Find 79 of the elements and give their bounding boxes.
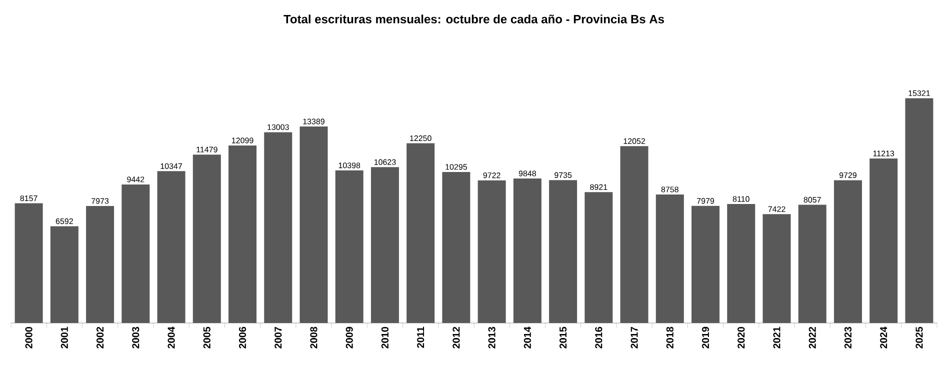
bar — [620, 146, 648, 323]
data-label: 10623 — [374, 159, 396, 165]
data-label: 9722 — [483, 172, 500, 178]
data-label: 9848 — [518, 170, 536, 176]
data-label: 8057 — [804, 196, 821, 203]
x-tick-label: 2016 — [595, 326, 602, 348]
x-tick-label: 2015 — [560, 326, 567, 348]
x-tick-label: 2023 — [844, 326, 852, 348]
x-tick-label: 2014 — [524, 326, 531, 348]
x-tick-label: 2010 — [381, 326, 389, 348]
x-tick-label: 2019 — [702, 326, 710, 348]
x-tick-label: 2011 — [417, 326, 424, 348]
bar — [478, 180, 506, 323]
x-tick-label: 2003 — [132, 326, 140, 348]
data-label: 15321 — [908, 90, 930, 96]
bar — [870, 158, 898, 323]
bar — [549, 180, 578, 323]
x-tick-label: 2013 — [488, 326, 496, 348]
bar — [442, 172, 470, 323]
bar — [335, 170, 364, 323]
data-label: 13389 — [303, 118, 324, 124]
bar — [264, 132, 292, 323]
data-label: 11479 — [196, 146, 218, 152]
data-label: 12099 — [232, 138, 254, 144]
x-tick-label: 2024 — [880, 326, 888, 348]
bar — [300, 126, 328, 323]
bar — [692, 206, 720, 323]
data-label: 10295 — [446, 164, 467, 170]
bar — [192, 154, 221, 323]
bar — [656, 194, 684, 323]
data-label: 12052 — [624, 138, 645, 144]
x-tick-label: 2009 — [346, 326, 353, 348]
data-label: 8758 — [661, 186, 678, 192]
x-tick-label: 2008 — [310, 326, 318, 348]
bar — [50, 226, 78, 323]
x-tick-label: 2012 — [452, 326, 460, 348]
bar — [513, 178, 542, 323]
x-tick-label: 2004 — [168, 326, 175, 348]
data-label: 6592 — [56, 218, 73, 224]
bar — [834, 180, 862, 323]
bar — [157, 171, 186, 323]
bar — [798, 204, 826, 323]
chart-title: Total escrituras mensuales: octubre de cada año - Provincia Bs As — [284, 14, 664, 24]
x-tick-label: 2018 — [666, 326, 674, 348]
data-label: 13003 — [268, 124, 289, 130]
x-tick-label: 2005 — [203, 326, 210, 348]
x-tick-label: 2000 — [25, 326, 32, 348]
data-label: 8110 — [732, 196, 750, 202]
bar — [370, 167, 399, 323]
bar — [584, 192, 613, 323]
x-tick-label: 2025 — [916, 326, 923, 348]
x-tick-label: 2001 — [60, 326, 68, 348]
x-tick-label: 2007 — [274, 326, 282, 348]
bar — [14, 203, 43, 323]
bar — [762, 214, 791, 323]
data-label: 9735 — [554, 172, 572, 178]
data-label: 9729 — [839, 172, 856, 178]
x-tick-label: 2006 — [238, 326, 246, 348]
data-label: 7422 — [768, 206, 786, 212]
data-label: 12250 — [410, 135, 432, 142]
data-label: 8157 — [20, 195, 38, 202]
data-label: 7973 — [92, 198, 109, 204]
x-tick-label: 2002 — [96, 326, 104, 348]
data-label: 11213 — [873, 150, 894, 156]
x-tick-label: 2022 — [808, 326, 816, 348]
bar — [228, 145, 257, 323]
data-label: 8921 — [590, 184, 608, 190]
data-label: 9442 — [127, 176, 144, 182]
bar — [122, 184, 150, 323]
x-tick-label: 2020 — [738, 326, 745, 348]
bar — [406, 143, 435, 323]
data-label: 7979 — [697, 198, 714, 204]
data-label: 10398 — [338, 162, 360, 168]
bar — [86, 206, 114, 323]
bar — [727, 204, 756, 323]
data-label: 10347 — [160, 163, 182, 169]
x-tick-label: 2021 — [773, 326, 780, 348]
x-tick-label: 2017 — [630, 326, 638, 348]
bar — [905, 98, 934, 323]
